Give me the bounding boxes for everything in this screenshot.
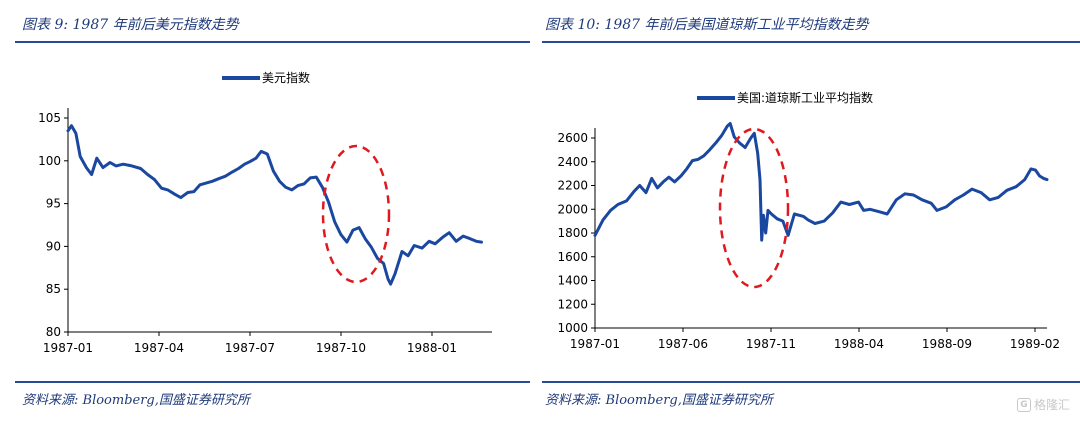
x-tick-label: 1987-06 <box>658 337 708 351</box>
left-chart-title: 图表 9: 1987 年前后美元指数走势 <box>22 17 239 33</box>
x-tick-label: 1989-02 <box>1010 337 1060 351</box>
y-tick-label: 2600 <box>557 131 588 145</box>
left-chart-panel: 图表 9: 1987 年前后美元指数走势 80 85 90 95 100 105 1987-… <box>0 0 530 423</box>
y-tick-label: 85 <box>46 282 61 296</box>
y-tick-label: 1200 <box>557 297 588 311</box>
right-source-note: 资料来源: Bloomberg,国盛证券研究所 <box>545 393 773 408</box>
y-tick-label: 95 <box>46 197 61 211</box>
left-source-note: 资料来源: Bloomberg,国盛证券研究所 <box>22 393 250 408</box>
x-tick-label: 1987-01 <box>43 341 93 355</box>
series-line <box>66 124 483 286</box>
watermark: G 格隆汇 <box>1016 396 1070 413</box>
y-tick-label: 90 <box>46 239 61 253</box>
right-chart-title: 图表 10: 1987 年前后美国道琼斯工业平均指数走势 <box>545 17 869 33</box>
legend-label: 美国:道琼斯工业平均指数 <box>737 90 873 105</box>
x-tick-label: 1988-09 <box>922 337 972 351</box>
y-tick-label: 2000 <box>557 202 588 216</box>
highlight-ellipse <box>321 144 391 284</box>
y-tick-label: 80 <box>46 325 61 339</box>
x-tick-label: 1987-10 <box>316 341 366 355</box>
y-tick-label: 2400 <box>557 155 588 169</box>
x-tick-label: 1988-04 <box>834 337 884 351</box>
watermark-text: 格隆汇 <box>1033 398 1070 412</box>
dollar-index-chart: 80 85 90 95 100 105 1987-01 1987-04 1987-07 1987-… <box>38 70 492 355</box>
right-source-rule <box>542 381 1080 383</box>
left-source-rule <box>15 381 530 383</box>
y-tick-label: 1600 <box>557 250 588 264</box>
x-tick-label: 1987-01 <box>570 337 620 351</box>
x-tick-label: 1988-01 <box>407 341 457 355</box>
legend-label: 美元指数 <box>262 70 310 85</box>
right-chart-panel: 图表 10: 1987 年前后美国道琼斯工业平均指数走势 1000 1200 140… <box>542 0 1080 423</box>
y-tick-label: 100 <box>38 154 61 168</box>
left-title-rule <box>15 41 530 43</box>
x-tick-label: 1987-11 <box>746 337 796 351</box>
y-tick-label: 105 <box>38 111 61 125</box>
y-tick-label: 1400 <box>557 274 588 288</box>
watermark-logo-icon: G <box>1016 397 1031 412</box>
x-tick-label: 1987-04 <box>134 341 184 355</box>
right-title-rule <box>542 41 1080 43</box>
dow-jones-chart: 1000 1200 1400 1600 1800 2000 2200 2400 2600 1987… <box>557 90 1060 351</box>
y-tick-label: 1800 <box>557 226 588 240</box>
y-tick-label: 1000 <box>557 321 588 335</box>
x-tick-label: 1987-07 <box>225 341 275 355</box>
series-line <box>593 122 1049 242</box>
highlight-ellipse <box>718 127 790 289</box>
y-tick-label: 2200 <box>557 179 588 193</box>
